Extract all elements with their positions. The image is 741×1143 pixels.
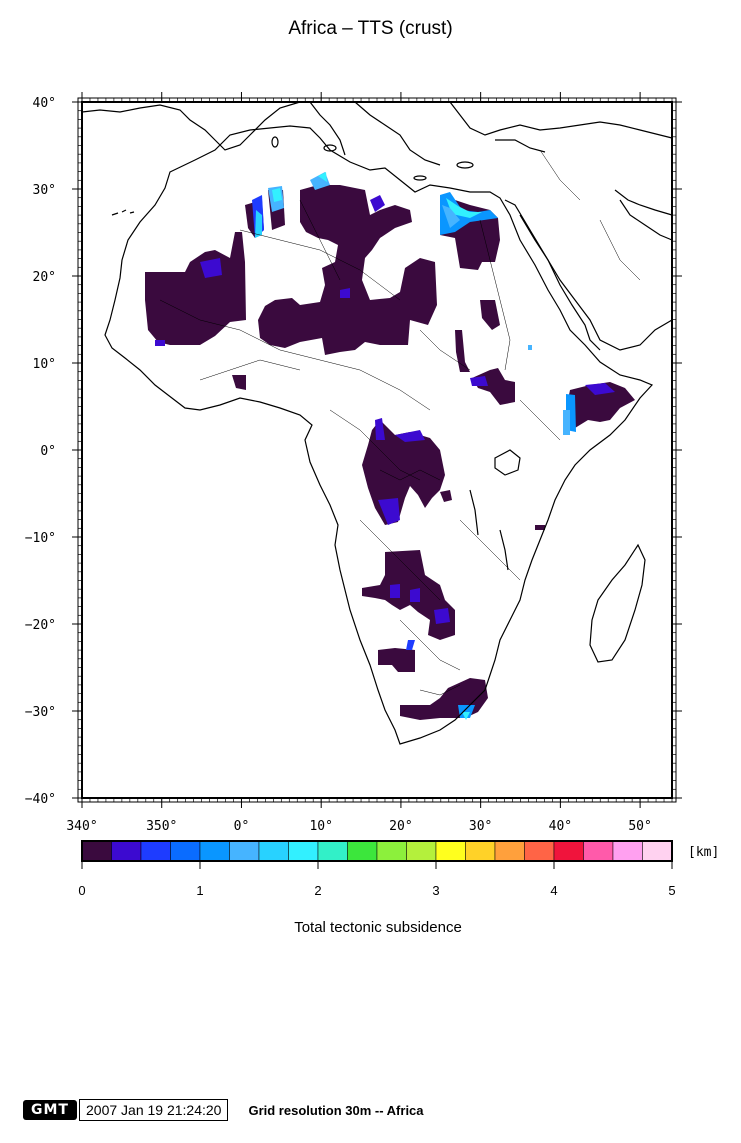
lake-victoria [494, 449, 521, 476]
lat-label: 0° [40, 444, 56, 459]
lat-label: −30° [25, 705, 56, 720]
subsidence-congo-east [440, 490, 452, 502]
subsidence-sudan-2 [455, 330, 470, 372]
gmt-logo: GMT [23, 1100, 77, 1120]
subsidence-central-sahara [258, 185, 437, 355]
lon-label: 10° [309, 819, 332, 834]
lon-label: 30° [469, 819, 492, 834]
lon-label: 0° [234, 819, 250, 834]
grid-resolution: Grid resolution 30m -- Africa [248, 1102, 424, 1118]
red-sea-east [519, 214, 601, 351]
lon-label: 50° [628, 819, 651, 834]
subsidence-high-layer [252, 172, 615, 720]
colorbar-swatch [170, 840, 201, 862]
lat-label: 10° [33, 357, 56, 372]
lat-label: −10° [25, 531, 56, 546]
lon-label: 340° [66, 819, 97, 834]
colorbar-swatch [288, 840, 319, 862]
colorbar-swatch [140, 840, 171, 862]
map-subtitle: Total tectonic subsidence [294, 919, 462, 936]
colorbar-swatch [229, 840, 260, 862]
subsidence-mid-layer [155, 195, 488, 624]
colorbar-tick-label: 0 [78, 883, 85, 898]
colorbar-swatch [111, 840, 142, 862]
map-title: Africa – TTS (crust) [288, 18, 453, 39]
lon-label: 40° [549, 819, 572, 834]
subsidence-congo [362, 420, 445, 525]
colorbar-swatch [376, 840, 407, 862]
colorbar-frame [81, 840, 673, 862]
africa-coast [104, 125, 654, 745]
colorbar-swatch [494, 840, 525, 862]
europe-coast [81, 101, 301, 151]
colorbar-tick-label: 2 [314, 883, 321, 898]
colorbar-swatch [465, 840, 496, 862]
colorbar-swatch [81, 840, 112, 862]
lat-label: −20° [25, 618, 56, 633]
arabia-coast [504, 199, 673, 351]
colorbar-swatch [583, 840, 614, 862]
borders-rivers [159, 149, 641, 696]
coastlines [81, 101, 673, 745]
colorbar-swatch [406, 840, 437, 862]
footer: GMT 2007 Jan 19 21:24:20 Grid resolution… [23, 1099, 424, 1121]
persian-gulf [619, 199, 673, 241]
colorbar-swatch [553, 840, 584, 862]
colorbar [81, 840, 673, 862]
subsidence-tanzania [535, 525, 545, 530]
colorbar-swatch [258, 840, 289, 862]
colorbar-swatch [524, 840, 555, 862]
subsidence-taoudeni [145, 232, 246, 345]
subsidence-guinea [232, 375, 246, 390]
longitude-labels: 340° 350° 0° 10° 20° 30° 40° 50° [66, 92, 673, 834]
colorbar-tick-label: 4 [550, 883, 557, 898]
colorbar-swatch [199, 840, 230, 862]
colorbar-tick-label: 3 [432, 883, 439, 898]
lat-label: 20° [33, 270, 56, 285]
lon-label: 350° [146, 819, 177, 834]
lat-label: 40° [33, 96, 56, 111]
colorbar-ticks: 0 1 2 3 4 5 [78, 861, 676, 898]
unit-label: [km] [688, 845, 719, 860]
madagascar-coast [589, 543, 646, 663]
lat-label: 30° [33, 183, 56, 198]
subsidence-kalahari [362, 550, 455, 640]
colorbar-swatch [435, 840, 466, 862]
colorbar-swatch [642, 840, 673, 862]
latitude-labels: 40° 30° 20° 10° 0° −10° −20° −30° −40° [25, 96, 682, 807]
lat-label: −40° [25, 792, 56, 807]
subsidence-somalia [568, 382, 635, 428]
colorbar-tick-label: 1 [196, 883, 203, 898]
colorbar-swatch [612, 840, 643, 862]
subsidence-sudan [480, 300, 500, 330]
colorbar-swatch [347, 840, 378, 862]
colorbar-swatch [317, 840, 348, 862]
lon-label: 20° [389, 819, 412, 834]
timestamp: 2007 Jan 19 21:24:20 [79, 1099, 229, 1121]
colorbar-tick-label: 5 [668, 883, 675, 898]
subsidence-karoo-1 [378, 648, 415, 672]
